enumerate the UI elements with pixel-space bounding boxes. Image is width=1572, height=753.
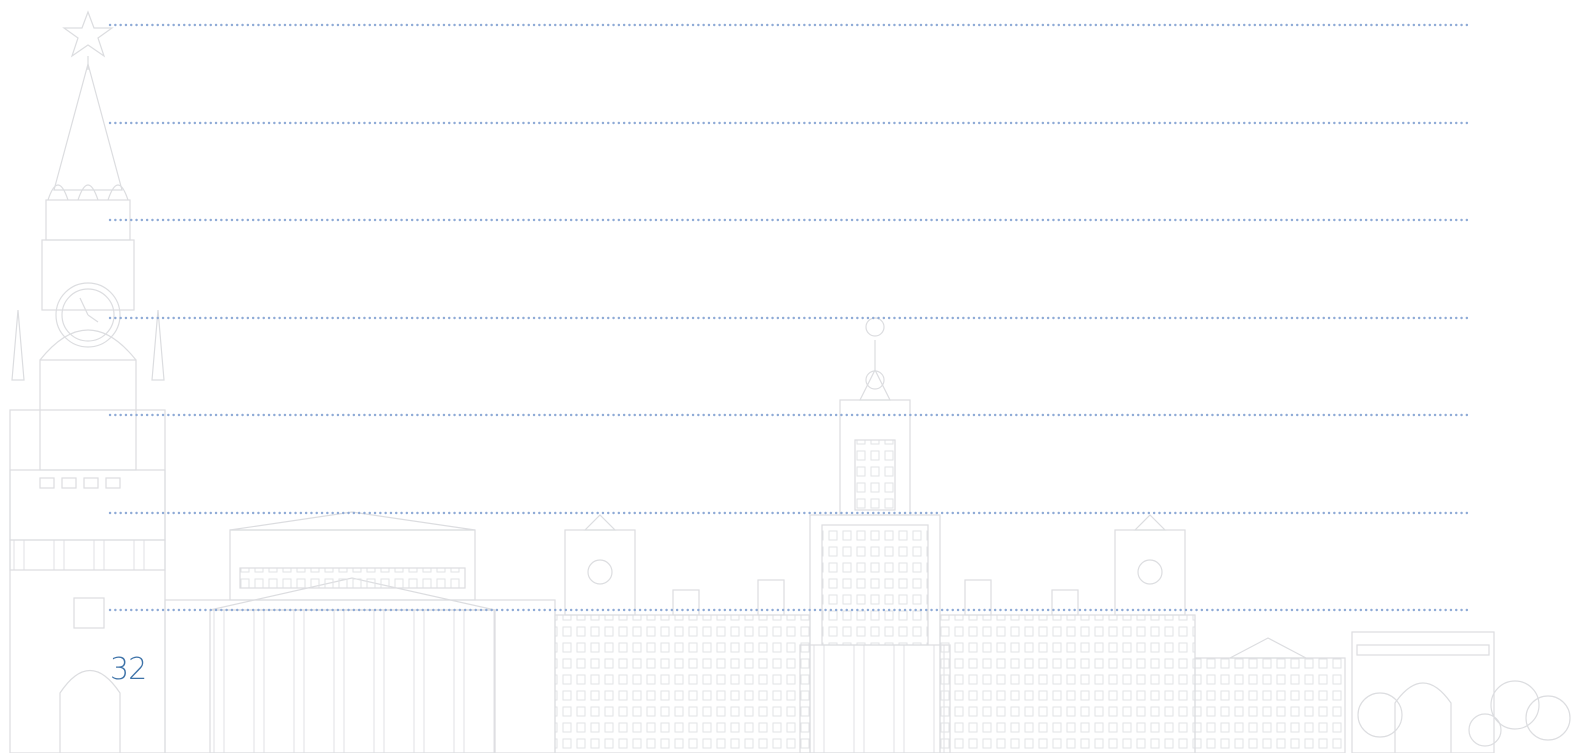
- skyline-illustration: [0, 0, 1572, 753]
- bolshoi-theatre: [165, 512, 555, 753]
- page-number: 32: [110, 652, 146, 687]
- mansion-and-arch: [1195, 632, 1570, 753]
- writing-lines: [110, 25, 1470, 610]
- university-complex: [555, 318, 1195, 753]
- notebook-page: 32 (() => { const data = JSON.parse(docu…: [0, 0, 1572, 753]
